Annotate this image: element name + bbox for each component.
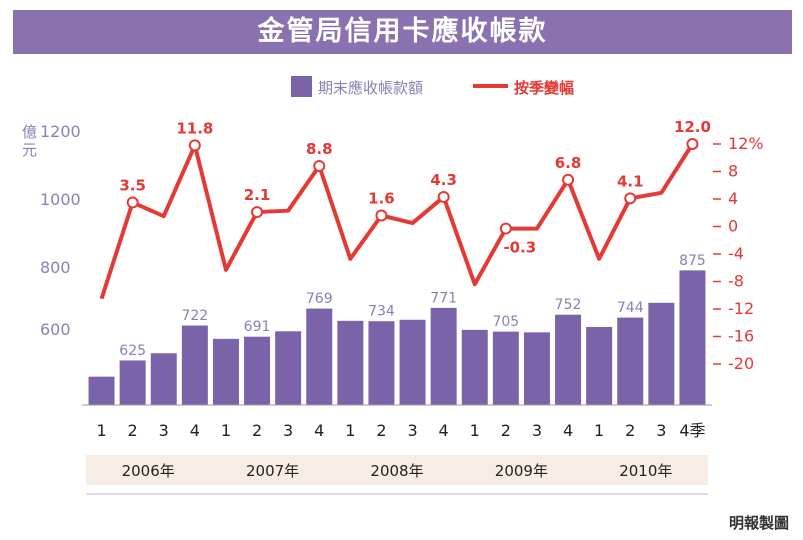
bar-data-label: 744: [617, 300, 644, 316]
line-point-marker: [375, 209, 388, 222]
line-point-marker: [686, 138, 699, 150]
x-tick-label: 3: [532, 421, 542, 440]
chart-title: 金管局信用卡應收帳款: [257, 16, 548, 47]
x-tick-label: 4季: [679, 421, 705, 440]
bar: [243, 335, 272, 406]
right-axis-tick-label: 0: [728, 217, 738, 236]
x-tick-label: 1: [345, 421, 355, 440]
year-label: 2007年: [246, 462, 299, 480]
line-data-label: 1.6: [368, 190, 395, 208]
right-axis-tick-label: 4: [728, 189, 738, 208]
x-tick-label: 1: [221, 421, 231, 440]
bar: [491, 330, 520, 406]
bar: [678, 269, 707, 406]
bar-data-label: 722: [181, 308, 208, 324]
x-tick-label: 2: [625, 421, 635, 440]
left-axis-tick-label: 1000: [40, 190, 81, 209]
line-data-label: 2.1: [244, 186, 271, 204]
legend-bar-swatch: [291, 76, 312, 97]
bar-data-label: 771: [430, 290, 457, 306]
year-label: 2006年: [122, 462, 175, 480]
bar: [305, 307, 334, 406]
left-axis-label: 元: [22, 141, 37, 159]
right-axis-tick-label: 8: [728, 162, 738, 181]
bar-data-label: 752: [555, 297, 582, 313]
line-series: [99, 142, 695, 300]
right-axis-tick-label: -20: [728, 354, 754, 373]
right-axis-tick-label: -4: [728, 244, 744, 263]
bar: [336, 319, 365, 406]
left-axis-tick-label: 800: [40, 258, 71, 277]
bar: [149, 352, 178, 406]
line-point-marker: [499, 222, 512, 235]
bar-data-label: 875: [679, 253, 706, 269]
year-label: 2009年: [495, 462, 548, 480]
bar: [274, 330, 303, 406]
bar-data-label: 691: [244, 319, 271, 335]
x-tick-label: 3: [656, 421, 666, 440]
line-point-marker: [624, 192, 637, 205]
bar: [211, 337, 240, 406]
right-axis-tick-label: -12: [728, 299, 754, 318]
left-axis-label: 億: [22, 123, 37, 141]
line-point-marker: [188, 139, 201, 152]
bar: [180, 324, 209, 406]
bar: [585, 325, 614, 406]
year-label: 2010年: [619, 462, 672, 480]
x-tick-label: 4: [314, 421, 324, 440]
x-tick-label: 3: [283, 421, 293, 440]
bar-data-label: 769: [306, 291, 333, 307]
bar: [429, 306, 458, 406]
bar: [118, 359, 147, 406]
line-data-label: 4.3: [430, 171, 457, 189]
credit-text: 明報製圖: [728, 514, 789, 532]
bar: [554, 313, 583, 406]
x-tick-label: 4: [439, 421, 449, 440]
x-tick-label: 2: [252, 421, 262, 440]
legend-bar-label: 期末應收帳款額: [318, 79, 423, 97]
right-axis-tick-label: -8: [728, 272, 744, 291]
line-data-label: 8.8: [306, 140, 333, 158]
x-tick-label: 2: [376, 421, 386, 440]
chart-title-bar: 金管局信用卡應收帳款: [13, 10, 792, 54]
line-data-label: 11.8: [176, 119, 213, 137]
bar-data-label: 625: [119, 343, 146, 359]
line-data-label: 6.8: [555, 154, 582, 172]
line-point-marker: [437, 190, 450, 203]
year-label: 2008年: [370, 462, 423, 480]
bar: [460, 328, 489, 406]
bar: [647, 301, 676, 406]
x-tick-label: 2: [128, 421, 138, 440]
x-tick-label: 2: [501, 421, 511, 440]
x-tick-label: 3: [159, 421, 169, 440]
bar: [398, 318, 427, 406]
left-axis-tick-label: 600: [40, 320, 71, 339]
x-tick-label: 4: [563, 421, 573, 440]
left-axis-tick-label: 1200: [40, 122, 81, 141]
bar: [87, 375, 116, 406]
bar: [522, 331, 551, 406]
line-data-label: -0.3: [503, 239, 536, 257]
legend-line-label: 按季變幅: [514, 79, 574, 97]
x-tick-label: 1: [96, 421, 106, 440]
line-point-marker: [126, 196, 139, 209]
bar-data-label: 705: [492, 314, 519, 330]
line-point-marker: [251, 206, 264, 219]
year-band: [86, 455, 708, 485]
x-tick-label: 4: [190, 421, 200, 440]
line-point-marker: [313, 160, 326, 172]
right-axis-tick-label: -16: [728, 327, 754, 346]
bar: [616, 316, 645, 406]
right-axis-tick-label: 12%: [728, 134, 764, 153]
bar: [367, 320, 396, 406]
x-tick-label: 1: [470, 421, 480, 440]
x-tick-label: 3: [407, 421, 417, 440]
x-tick-label: 1: [594, 421, 604, 440]
line-data-label: 4.1: [617, 172, 644, 190]
bar-data-label: 734: [368, 304, 395, 320]
line-data-label: 3.5: [119, 176, 146, 194]
line-data-label: 12.0: [674, 118, 711, 136]
line-point-marker: [562, 173, 575, 186]
